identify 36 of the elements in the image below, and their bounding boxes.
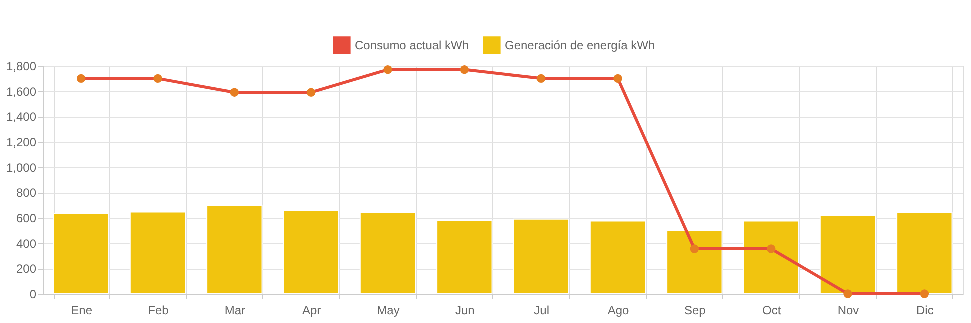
y-tick-label: 800	[16, 186, 37, 200]
bar	[666, 230, 723, 294]
y-tick-label: 0	[30, 288, 37, 302]
x-tick-label: Mar	[224, 304, 246, 318]
bar	[896, 212, 953, 294]
legend-label: Consumo actual kWh	[355, 38, 470, 52]
x-tick-label: May	[377, 304, 400, 318]
x-tick-label: Jul	[534, 304, 550, 318]
y-tick-label: 1,400	[6, 110, 37, 124]
bar	[820, 215, 876, 294]
bar	[360, 212, 416, 294]
y-tick-label: 400	[16, 236, 37, 251]
y-tick-label: 600	[16, 212, 37, 226]
x-tick-label: Nov	[838, 304, 860, 318]
x-tick-label: Sep	[684, 304, 706, 318]
bar	[513, 218, 570, 294]
bar	[53, 213, 110, 294]
y-tick-label: 1,200	[6, 136, 37, 150]
x-tick-label: Jun	[455, 304, 475, 318]
x-tick-label: Apr	[302, 304, 322, 318]
bar	[130, 212, 186, 294]
bar	[283, 210, 340, 294]
bar	[206, 205, 263, 294]
x-tick-label: Dic	[916, 304, 934, 318]
y-tick-label: 200	[16, 262, 37, 276]
x-tick-label: Ago	[608, 304, 630, 318]
x-tick-label: Ene	[71, 304, 93, 318]
bar	[743, 220, 800, 294]
y-tick-label: 1,600	[6, 84, 37, 99]
y-tick-label: 1,800	[6, 60, 37, 74]
x-tick-label: Oct	[762, 304, 782, 318]
bar	[436, 220, 493, 294]
x-tick-label: Feb	[148, 304, 170, 318]
y-tick-label: 1,000	[6, 160, 37, 175]
legend-label: Generación de energía kWh	[505, 38, 656, 52]
bar	[590, 220, 646, 294]
